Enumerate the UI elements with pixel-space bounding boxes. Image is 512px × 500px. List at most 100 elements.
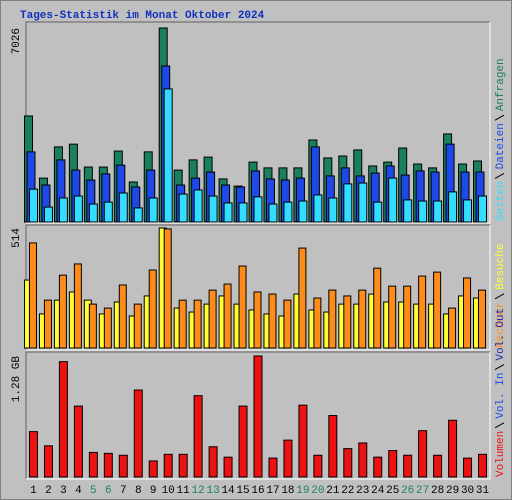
bar [463,457,473,478]
legend-label: Vol. Out [495,308,507,361]
x-tick-label: 11 [177,485,191,497]
bar [283,299,292,349]
bar [208,446,218,478]
bar [28,188,38,223]
y-tick-label: 7026 [11,28,23,54]
bar [223,202,233,223]
bar [73,263,82,349]
x-tick-label: 17 [266,485,279,497]
bar [313,194,323,223]
bar [478,453,488,478]
bar [343,295,352,349]
chart-title: Tages-Statistik im Monat Oktober 2024 [20,10,265,22]
legend-separator [494,422,505,429]
x-tick-label: 21 [326,485,340,497]
plot-border [26,225,491,351]
bar [118,192,128,223]
bar [43,299,52,349]
bar [73,405,83,478]
bar [28,242,37,349]
x-tick-label: 5 [90,485,97,497]
bar [388,450,398,478]
bar [133,389,143,478]
bar [313,297,322,349]
bar [298,404,308,478]
x-tick-label: 14 [221,485,235,497]
bar [253,355,263,478]
legend-separator [494,114,505,121]
bar [118,284,127,349]
bar [463,199,473,223]
x-tick-label: 16 [251,485,264,497]
bar [253,291,262,349]
legend-label: Anfragen [495,58,507,111]
bar [433,271,442,349]
x-tick-label: 30 [461,485,474,497]
bar [223,456,233,478]
bar [163,453,173,478]
bar [163,88,173,223]
bar [88,303,97,349]
x-tick-label: 20 [311,485,324,497]
bar [193,395,203,478]
x-tick-label: 1 [30,485,37,497]
y-tick-label: 1.28 GB [11,356,23,403]
legend-label: Besuche [495,244,507,290]
x-tick-label: 26 [401,485,414,497]
legend-separator [494,172,505,179]
x-tick-label: 31 [476,485,490,497]
bar [268,293,277,349]
legend-label: Seiten [495,181,507,221]
legend-label: Volumen [495,431,507,477]
bar [298,247,307,349]
bar [58,197,68,223]
bar [208,289,217,349]
x-tick-label: 27 [416,485,429,497]
x-tick-label: 7 [120,485,127,497]
bar [193,189,203,223]
x-tick-label: 19 [296,485,309,497]
bar [388,285,397,349]
x-tick-label: 24 [371,485,385,497]
bar [28,431,38,478]
bar [358,182,368,223]
bar [403,454,413,478]
bar [103,307,112,349]
bar [268,457,278,478]
x-tick-label: 10 [162,485,175,497]
bar [373,201,383,223]
bar [73,195,83,223]
x-tick-label: 9 [150,485,157,497]
x-tick-label: 8 [135,485,142,497]
bar [268,203,278,223]
bar [148,197,158,223]
bar [358,289,367,349]
x-tick-label: 2 [45,485,52,497]
bar [418,430,428,478]
bar [238,265,247,349]
bar [43,206,53,223]
bar [313,454,323,478]
bar [193,299,202,349]
bar [133,303,142,349]
bar [463,277,472,349]
bar [448,419,458,478]
y-tick-label: 514 [11,228,23,248]
bar [148,269,157,349]
bar [328,197,338,223]
bar [223,283,232,349]
bar [238,405,248,478]
legend-label: Dateien [495,123,507,169]
bar [298,200,308,223]
legend-label: Vol. In [495,373,507,419]
bar [238,202,248,223]
bar [433,454,443,478]
plot-border [26,352,491,480]
bar [328,415,338,478]
bar [103,201,113,223]
bar [358,442,368,478]
bar [88,203,98,223]
bar [403,199,413,223]
bar [208,195,218,223]
